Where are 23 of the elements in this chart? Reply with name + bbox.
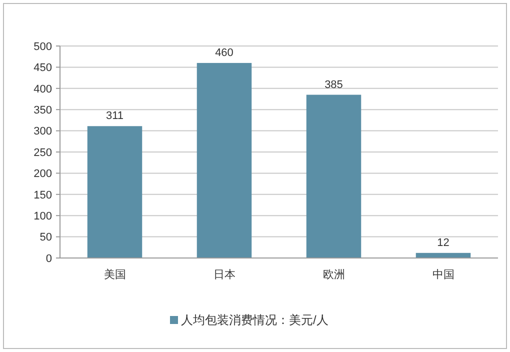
y-tick-label: 50 xyxy=(40,232,52,244)
y-tick-label: 350 xyxy=(34,104,52,116)
x-tick-label: 中国 xyxy=(432,268,454,281)
y-tick-label: 300 xyxy=(34,126,52,138)
y-tick-label: 100 xyxy=(34,210,52,222)
y-tick-label: 500 xyxy=(34,40,52,53)
legend-label: 人均包装消费情况：美元/人 xyxy=(181,313,328,327)
y-tick-label: 450 xyxy=(34,62,52,74)
y-tick-label: 150 xyxy=(34,189,52,202)
y-tick-label: 0 xyxy=(46,252,52,265)
data-label: 385 xyxy=(324,78,343,91)
data-label: 12 xyxy=(437,236,450,249)
bar xyxy=(306,94,362,258)
y-tick-label: 250 xyxy=(34,146,52,159)
x-tick-label: 美国 xyxy=(104,268,126,281)
bar xyxy=(196,62,252,258)
data-label: 311 xyxy=(106,110,124,122)
x-tick-label: 欧洲 xyxy=(322,268,345,281)
data-label: 460 xyxy=(215,46,234,59)
y-tick-label: 200 xyxy=(34,168,52,180)
x-tick-label: 日本 xyxy=(213,268,236,281)
y-tick-label: 400 xyxy=(34,83,52,96)
bar xyxy=(87,126,142,258)
